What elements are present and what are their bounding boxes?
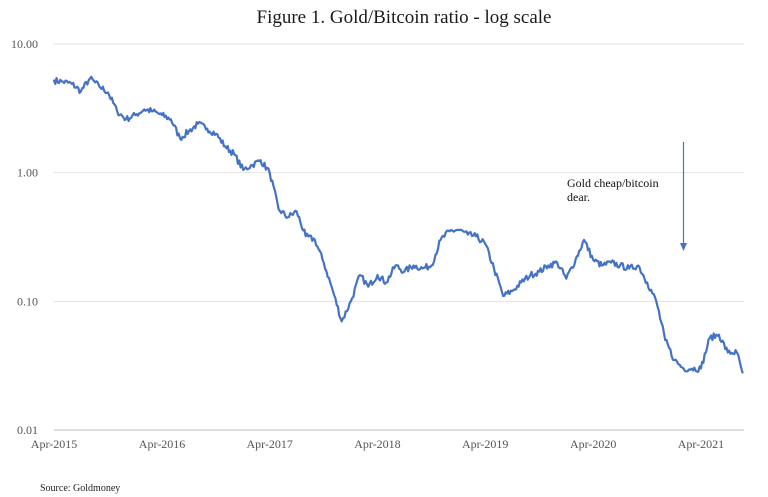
x-tick-label: Apr-2019 (462, 437, 508, 451)
arrow-head (679, 243, 687, 251)
x-tick-label: Apr-2017 (247, 437, 293, 451)
gold-bitcoin-ratio-line (52, 75, 744, 374)
y-axis-ticks: 10.00 1.00 0.10 0.01 (11, 37, 38, 437)
x-tick-label: Apr-2020 (570, 437, 616, 451)
y-tick-label: 10.00 (11, 37, 38, 51)
gridlines (54, 43, 744, 431)
x-tick-label: Apr-2016 (139, 437, 185, 451)
y-tick-label: 0.01 (17, 423, 38, 437)
series-layer (52, 75, 744, 374)
y-tick-label: 0.10 (17, 294, 38, 308)
annotation-arrow (679, 142, 687, 251)
x-tick-label: Apr-2018 (354, 437, 400, 451)
annotation-line-2: dear. (567, 190, 590, 204)
chart-title: Figure 1. Gold/Bitcoin ratio - log scale (257, 7, 552, 28)
x-axis-ticks: Apr-2015 Apr-2016 Apr-2017 Apr-2018 Apr-2019… (31, 437, 724, 451)
annotation-line-1: Gold cheap/bitcoin (567, 176, 659, 190)
y-tick-label: 1.00 (17, 166, 38, 180)
annotation: Gold cheap/bitcoin dear. (567, 142, 687, 251)
x-tick-label: Apr-2015 (31, 437, 77, 451)
source-note: Source: Goldmoney (40, 483, 120, 494)
x-tick-label: Apr-2021 (678, 437, 724, 451)
